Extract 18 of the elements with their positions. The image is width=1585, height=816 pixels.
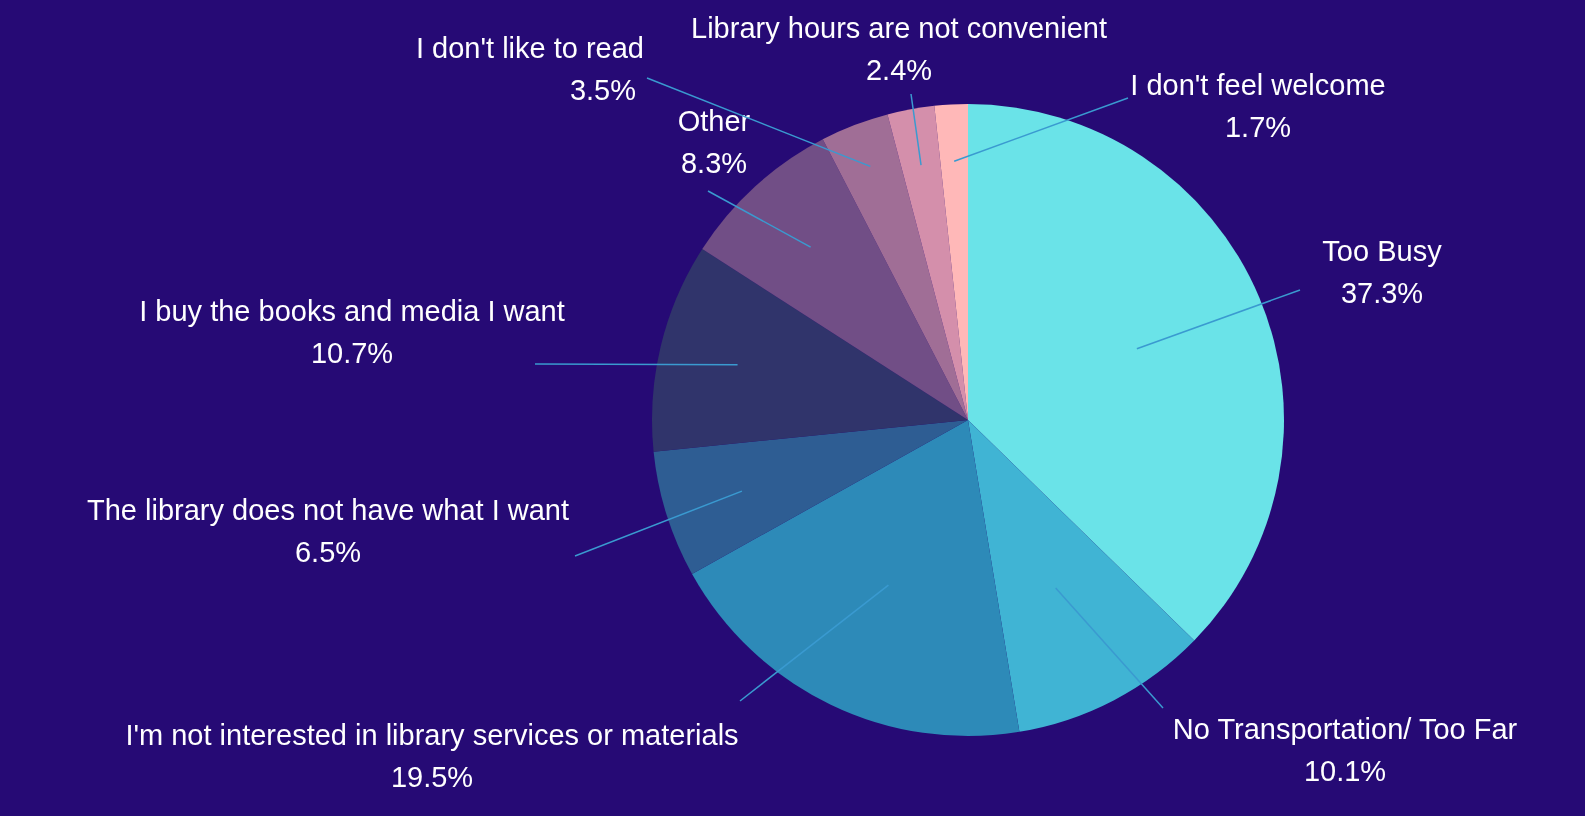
slice-label: Other [677, 105, 751, 137]
data-label: 1.7% [1224, 111, 1292, 143]
data-label: 6.5% [294, 536, 362, 568]
data-label: 37.3% [1340, 277, 1424, 309]
data-label: 3.5% [569, 74, 636, 106]
data-label: 10.7% [310, 337, 394, 369]
slice-label: I don't like to read [415, 32, 644, 64]
data-label: 2.4% [865, 54, 933, 86]
slice-label: I buy the books and media I want [139, 295, 565, 327]
slice-label: The library does not have what I want [87, 494, 569, 526]
data-label: 10.1% [1303, 755, 1387, 787]
slice-label: I don't feel welcome [1130, 69, 1386, 101]
slice-label: I'm not interested in library services or materials [125, 719, 739, 751]
data-label: 19.5% [390, 761, 474, 793]
slice-label: Library hours are not convenient [691, 12, 1107, 44]
slice-label: Too Busy [1322, 235, 1443, 267]
data-label: 8.3% [680, 147, 748, 179]
slice-label: No Transportation/ Too Far [1172, 713, 1518, 745]
